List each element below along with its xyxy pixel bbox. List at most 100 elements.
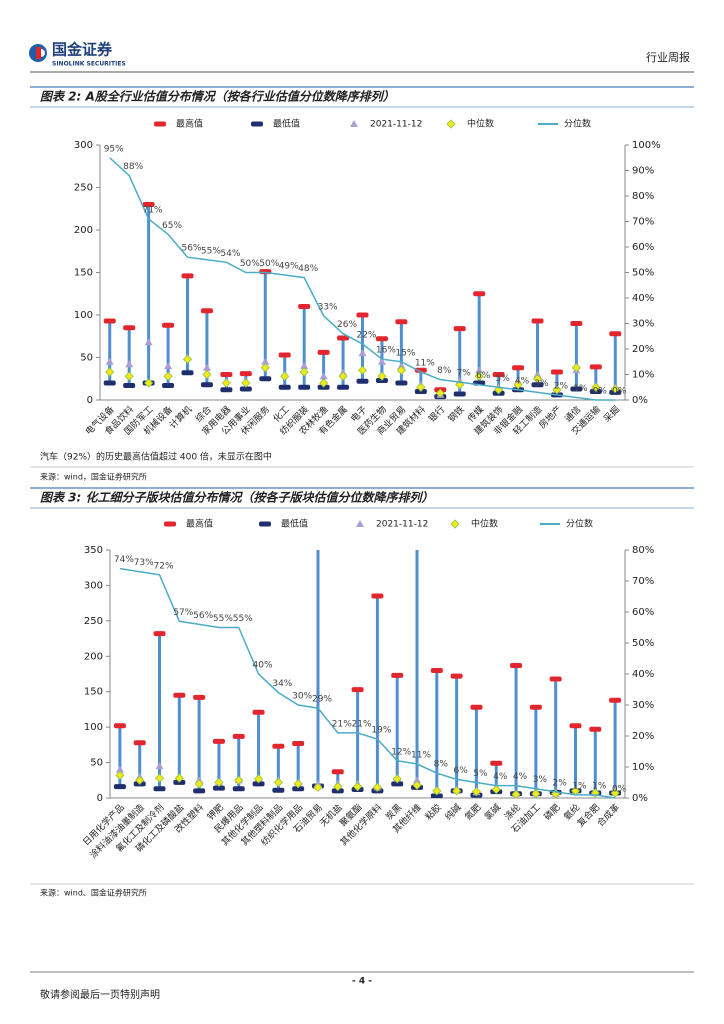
marker-diamond [273,777,283,787]
value-label: 54% [220,249,240,259]
marker-dash [220,387,233,393]
y2-tick-label: 0% [632,793,648,804]
value-label: 11% [415,358,435,368]
marker-dash [298,384,311,390]
marker-dash [232,786,245,792]
marker-diamond [194,779,204,789]
marker-dash [103,380,116,386]
value-label: 56% [193,611,213,621]
value-label: 40% [253,661,273,671]
marker-diamond [221,378,231,388]
y2-tick-label: 60% [632,242,654,253]
value-label: 95% [104,144,124,154]
marker-dash [570,386,583,392]
marker-dash [153,631,166,637]
y2-tick-label: 100% [632,140,661,151]
marker-triangle [413,776,422,784]
marker-dash [589,364,602,370]
marker-dash [492,372,505,377]
value-label: 1% [572,781,587,791]
value-label: 49% [279,262,299,272]
marker-dash [529,704,542,710]
y-tick-label: 150 [84,687,103,698]
marker-dash [123,383,136,389]
marker-triangle [319,372,328,380]
logo-name: 国金证券 [52,41,113,59]
marker-diamond [202,369,212,380]
marker-dash [164,521,176,527]
marker-diamond [319,378,329,388]
x-tick-label: 钢铁 [445,403,466,424]
marker-diamond [338,371,348,381]
marker-dash [337,335,350,341]
marker-diamond [432,786,442,796]
marker-diamond [531,789,541,798]
value-label: 56% [181,244,201,254]
marker-dash [531,318,544,324]
value-label: 4% [515,376,530,386]
marker-triangle [356,520,364,527]
y-tick-label: 350 [84,545,103,556]
source: 来源：wind，国金证券研究所 [40,472,147,482]
value-label: 6% [476,371,491,381]
marker-triangle [358,349,367,357]
marker-dash [154,121,166,127]
marker-diamond [163,371,173,381]
note: 汽车（92%）的历史最高估值超过 400 倍，未显示在图中 [40,451,272,463]
logo [29,44,47,62]
marker-diamond [105,367,115,377]
marker-dash [272,743,285,749]
x-tick-label: 粘胶 [422,801,443,822]
marker-dash [252,709,265,715]
marker-dash [200,382,213,388]
marker-diamond [144,378,154,388]
x-tick-label: 合成革 [594,801,622,829]
value-label: 15% [395,348,415,358]
value-label: 55% [213,614,233,624]
value-label: 50% [240,259,260,269]
marker-triangle [475,366,484,374]
marker-diamond [293,779,303,789]
marker-dash [278,384,291,390]
marker-diamond [552,385,562,395]
y-tick-label: 50 [90,758,103,769]
marker-diamond [135,775,145,785]
percentile-line [119,567,616,799]
value-label: 57% [173,608,193,618]
marker-diamond [154,773,165,783]
marker-diamond [610,384,620,394]
value-label: 3% [533,775,548,785]
marker-dash [162,322,175,328]
x-tick-label: 计算机 [167,403,195,431]
legend-label: 最低值 [273,118,300,130]
marker-dash [181,273,194,279]
marker-dash [337,384,350,390]
value-label: 0% [593,387,608,397]
marker-dash [395,380,408,386]
value-label: 21% [352,719,372,729]
value-label: 33% [318,302,338,312]
x-tick-label: 氯碱 [482,801,503,822]
marker-diamond [416,382,426,392]
marker-dash [103,318,116,324]
y-tick-label: 300 [84,580,103,591]
value-label: 0% [612,785,627,795]
marker-dash [193,694,206,700]
page-number: - 4 - [352,977,372,987]
x-tick-label: 纯碱 [442,801,463,822]
marker-triangle [300,362,309,369]
value-label: 88% [123,162,143,172]
marker-dash [490,760,503,766]
marker-dash [133,740,146,746]
y2-tick-label: 20% [632,344,654,355]
marker-dash [181,370,194,376]
marker-dash [292,740,305,746]
y2-tick-label: 60% [632,607,654,618]
y2-tick-label: 30% [632,700,654,711]
marker-dash [123,325,136,331]
marker-diamond [377,371,387,381]
legend-label: 2021-11-12 [370,120,422,130]
marker-diamond [396,365,406,375]
marker-dash [414,367,427,373]
y-tick-label: 150 [74,268,93,279]
